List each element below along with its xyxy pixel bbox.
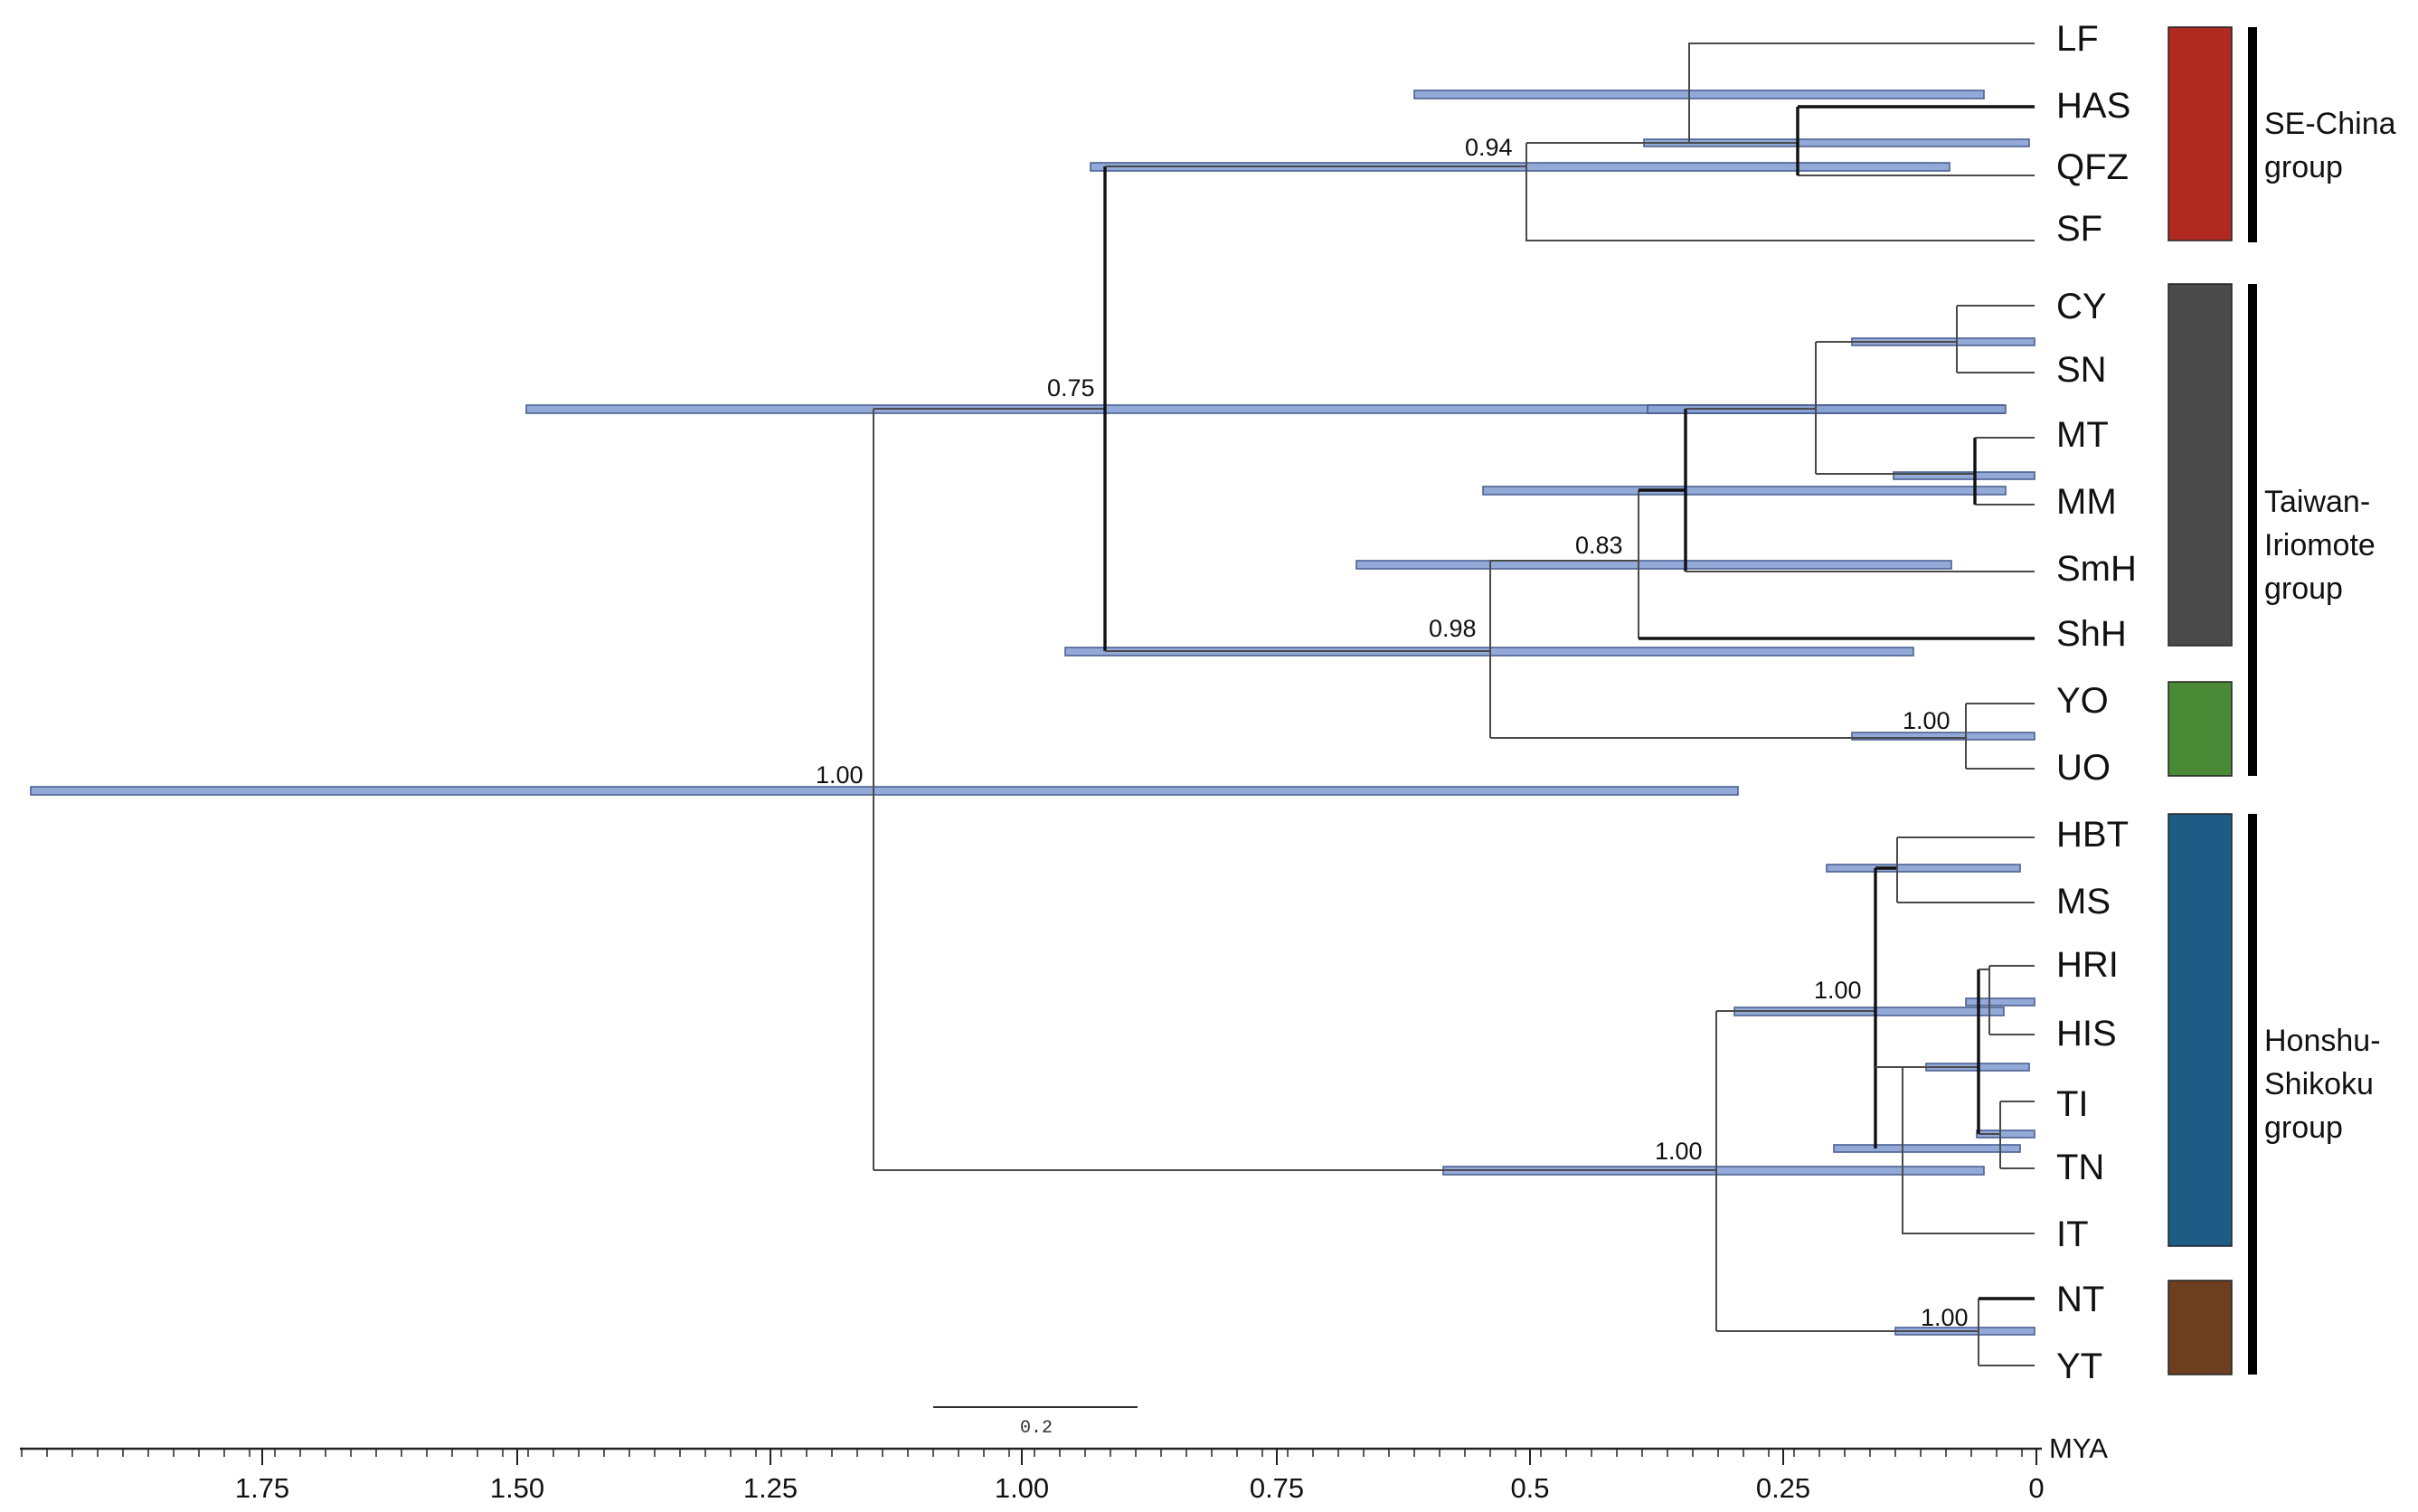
support-iriomote: 1.00 [1903, 707, 1950, 734]
clade-block-honshu [2168, 813, 2233, 1247]
group-label-line: Shikoku [2264, 1067, 2374, 1101]
hpd-bar-ti-tn [1976, 1129, 2035, 1139]
clade-block-se-china [2168, 26, 2233, 241]
support-honshu: 1.00 [1814, 977, 1862, 1004]
tip-label: NT [2056, 1280, 2104, 1319]
group-label-line: group [2264, 1110, 2343, 1145]
tip-label: MT [2056, 415, 2109, 455]
branch-se-china [1525, 143, 2035, 241]
hpd-bars [30, 90, 2035, 1336]
tip-label: ShH [2056, 614, 2127, 654]
group-brackets [2248, 27, 2257, 1375]
tip-label: CY [2056, 287, 2107, 326]
tip-label: MM [2056, 482, 2117, 522]
branch-it-node [1902, 1067, 2035, 1234]
group-labels: SE-China group Taiwan- Iriomote group Ho… [2264, 107, 2404, 1145]
tip-label: HAS [2056, 86, 2130, 126]
tip-label: LF [2056, 19, 2099, 59]
hpd-bar-taiwan [1355, 560, 1952, 570]
tip-label: SF [2056, 209, 2102, 249]
support-taiwan-china: 0.75 [1047, 374, 1095, 402]
axis-minor-ticks [21, 1449, 2023, 1457]
support-se-china: 0.94 [1465, 134, 1513, 161]
tree-branches [873, 43, 2035, 1366]
group-label-line: SE-China [2264, 107, 2396, 141]
scale-bar: 0.2 [933, 1406, 1138, 1439]
axis-tick-label: 1.25 [743, 1472, 798, 1504]
clade-color-blocks [2168, 26, 2233, 1375]
axis-major-ticks [261, 1449, 2037, 1465]
axis-unit-label: MYA [2049, 1432, 2108, 1464]
tip-labels: LF HAS QFZ SF CY SN MT MM SmH ShH YO UO … [2056, 19, 2137, 1386]
support-values: 1.00 0.75 0.94 0.98 0.83 1.00 1.00 1.00 … [816, 134, 1969, 1331]
tip-label: YO [2056, 681, 2109, 721]
hpd-bar-honshu-west [1833, 1144, 2021, 1153]
group-bracket-taiwan-iriomote [2248, 284, 2257, 776]
hpd-bar-iriomote [1851, 732, 2035, 741]
axis-tick-label: 1.50 [490, 1472, 544, 1504]
hpd-bar-honshu-east [1826, 864, 2021, 873]
group-label-taiwan-iriomote: Taiwan- Iriomote group [2264, 485, 2384, 606]
hpd-bar-hri-his [1965, 997, 2035, 1006]
support-taiwan-iriomote: 0.98 [1429, 615, 1477, 642]
clade-block-iriomote [2168, 681, 2233, 777]
support-japan: 1.00 [1655, 1138, 1703, 1165]
support-shikoku: 1.00 [1921, 1304, 1969, 1331]
tip-label: UO [2056, 748, 2111, 788]
axis-tick-label: 0 [2028, 1472, 2044, 1504]
tip-label: IT [2056, 1214, 2089, 1254]
branch-lf-has-qfz [1526, 43, 2035, 144]
group-label-line: group [2264, 572, 2343, 606]
group-label-line: group [2264, 150, 2343, 184]
hpd-bar-taiwan-inner [1647, 404, 2007, 414]
group-label-line: Taiwan- [2264, 485, 2370, 519]
tip-label: HIS [2056, 1014, 2117, 1054]
group-bracket-se-china [2248, 27, 2257, 242]
group-label-line: Iriomote [2264, 528, 2375, 562]
group-label-line: Honshu- [2264, 1024, 2381, 1058]
support-taiwan: 0.83 [1575, 532, 1623, 559]
axis-tick-label: 1.75 [235, 1472, 289, 1504]
group-label-honshu-shikoku: Honshu- Shikoku group [2264, 1024, 2389, 1145]
clade-block-taiwan [2168, 283, 2233, 647]
tip-label: TI [2056, 1084, 2089, 1124]
tip-label: SN [2056, 350, 2107, 390]
tip-label: HRI [2056, 945, 2119, 985]
time-axis: 1.75 1.50 1.25 1.00 0.75 0.5 0.25 0 MYA [20, 1432, 2108, 1504]
support-root: 1.00 [816, 761, 864, 789]
tip-label: QFZ [2056, 147, 2129, 187]
axis-tick-label: 1.00 [995, 1472, 1049, 1504]
hpd-bar-mt-mm [1893, 471, 2035, 480]
hpd-bar-lf-has-qfz [1413, 90, 1985, 99]
tip-label: SmH [2056, 549, 2137, 589]
group-bracket-honshu-shikoku [2248, 814, 2257, 1375]
axis-tick-label: 0.75 [1250, 1472, 1304, 1504]
hpd-bar-taiwan-core [1482, 486, 2007, 496]
group-label-se-china: SE-China group [2264, 107, 2404, 184]
axis-tick-label: 0.25 [1756, 1472, 1810, 1504]
tip-label: HBT [2056, 815, 2129, 855]
tip-label: MS [2056, 882, 2111, 921]
axis-tick-labels: 1.75 1.50 1.25 1.00 0.75 0.5 0.25 0 [235, 1472, 2045, 1504]
axis-tick-label: 0.5 [1510, 1472, 1549, 1504]
hpd-bar-root [30, 786, 1739, 796]
scale-bar-label: 0.2 [1020, 1418, 1053, 1439]
clade-block-shikoku [2168, 1280, 2233, 1375]
tip-label: TN [2056, 1148, 2104, 1187]
tip-label: YT [2056, 1347, 2102, 1386]
